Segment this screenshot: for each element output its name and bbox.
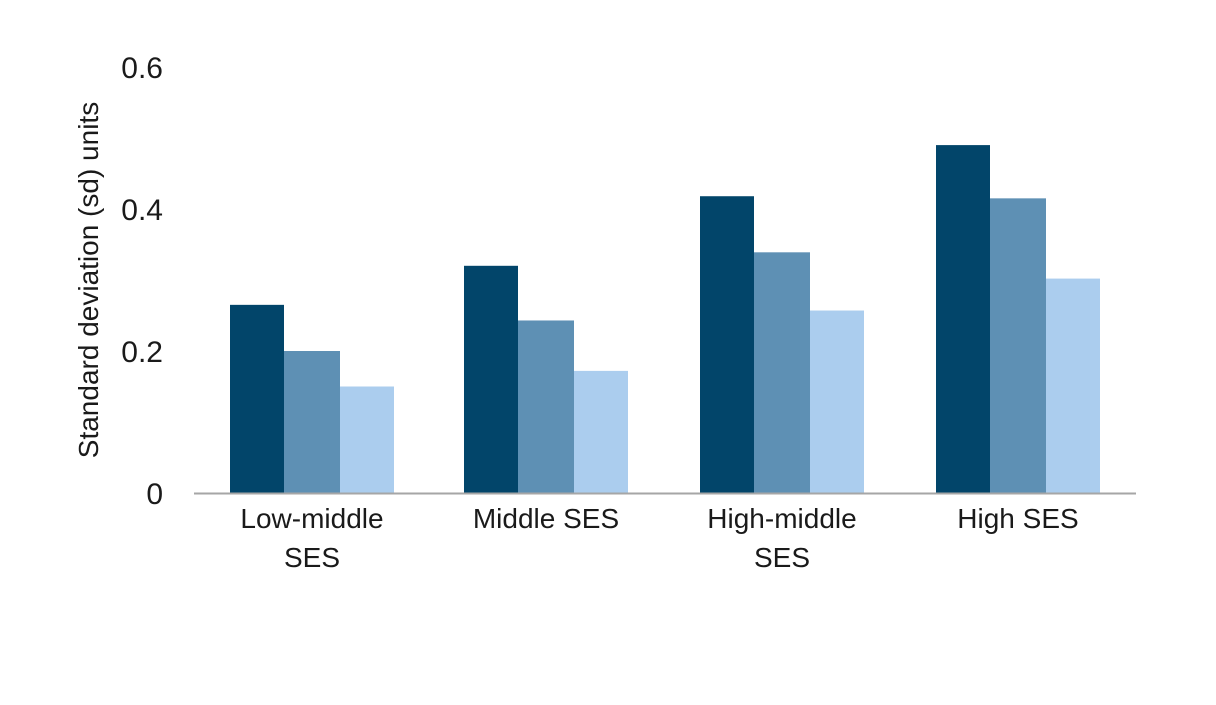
bar — [990, 198, 1046, 493]
bars-group — [230, 145, 1100, 493]
x-category-label-line: SES — [754, 542, 810, 573]
bar — [230, 304, 284, 493]
bar — [810, 310, 864, 493]
x-category-label-line: SES — [284, 542, 340, 573]
x-category-label-line: High-middle — [707, 503, 856, 534]
y-tick-label: 0.2 — [121, 336, 163, 369]
y-tick-label: 0 — [146, 478, 163, 511]
bar — [754, 252, 810, 493]
x-category-label-line: Low-middle — [240, 503, 383, 534]
x-category-label: High-middle SES — [707, 503, 856, 573]
bar — [464, 265, 518, 493]
x-category-label: Low-middle SES — [240, 503, 383, 573]
y-axis-title: Standard deviation (sd) units — [73, 102, 104, 458]
bar — [936, 145, 990, 493]
x-category-label: Middle SES — [473, 503, 619, 534]
bar — [284, 351, 340, 493]
y-axis-ticks: 0 0.2 0.4 0.6 — [121, 52, 163, 511]
bar — [518, 320, 574, 493]
bar — [700, 196, 754, 493]
bar — [574, 370, 628, 493]
x-category-label: High SES — [957, 503, 1078, 534]
bar — [340, 386, 394, 493]
x-category-label-line: High SES — [957, 503, 1078, 534]
y-tick-label: 0.4 — [121, 194, 163, 227]
x-category-label-line: Middle SES — [473, 503, 619, 534]
bar — [1046, 278, 1100, 493]
y-tick-label: 0.6 — [121, 52, 163, 85]
y-axis-title-group: Standard deviation (sd) units — [73, 102, 104, 458]
